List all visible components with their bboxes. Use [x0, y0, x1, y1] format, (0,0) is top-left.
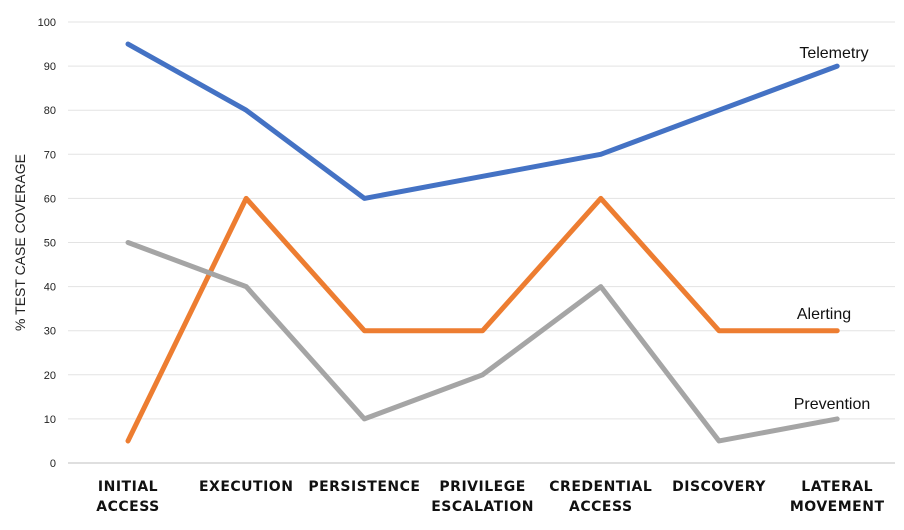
y-tick-label: 60 — [44, 193, 56, 205]
x-category-label: PRIVILEGE — [439, 479, 525, 495]
x-category-label: DISCOVERY — [672, 479, 766, 495]
y-tick-label: 20 — [44, 370, 56, 382]
x-category-label: EXECUTION — [199, 479, 293, 495]
prevention-label: Prevention — [794, 396, 871, 413]
y-axis-label: % TEST CASE COVERAGE — [12, 154, 28, 331]
y-tick-label: 40 — [44, 282, 56, 294]
y-tick-label: 90 — [44, 61, 56, 73]
series-lines — [125, 41, 840, 444]
series-labels: Telemetry Alerting Prevention — [794, 45, 871, 413]
x-category-label: PERSISTENCE — [308, 479, 420, 495]
x-category-label: INITIAL — [98, 479, 158, 495]
x-category-label: ESCALATION — [431, 499, 534, 515]
x-category-label: ACCESS — [96, 499, 159, 515]
telemetry-label: Telemetry — [799, 45, 868, 62]
y-tick-label: 70 — [44, 149, 56, 161]
x-axis-categories: INITIAL ACCESS EXECUTION PERSISTENCE PRIVILE… — [96, 479, 884, 515]
y-tick-label: 30 — [44, 326, 56, 338]
x-category-label: ACCESS — [569, 499, 632, 515]
alerting-label: Alerting — [797, 306, 851, 323]
gridlines — [68, 21, 895, 464]
y-tick-label: 0 — [50, 458, 56, 470]
y-tick-label: 100 — [38, 17, 56, 29]
x-category-label: MOVEMENT — [790, 499, 885, 515]
y-tick-label: 50 — [44, 238, 56, 250]
telemetry-line — [125, 41, 840, 201]
y-tick-label: 10 — [44, 414, 56, 426]
y-axis-ticks: 0 10 20 30 40 50 60 70 80 90 100 — [38, 17, 56, 470]
prevention-line — [125, 240, 840, 444]
x-category-label: CREDENTIAL — [549, 479, 652, 495]
alerting-line — [125, 195, 840, 444]
x-category-label: LATERAL — [801, 479, 873, 495]
y-tick-label: 80 — [44, 105, 56, 117]
